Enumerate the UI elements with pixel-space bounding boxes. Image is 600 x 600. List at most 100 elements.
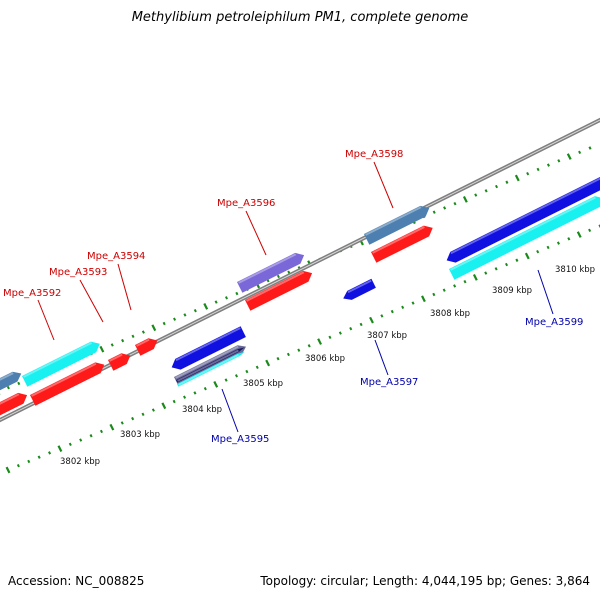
cds-forward-a3593	[108, 353, 131, 371]
cds-forward-a3593-shine	[109, 353, 123, 362]
minor-tick	[131, 416, 135, 421]
feature-violet-a3596-shine	[238, 253, 297, 284]
minor-tick	[276, 274, 280, 279]
minor-tick	[16, 464, 20, 468]
feature-violet-a3596	[237, 252, 305, 293]
cds-forward-a3596	[245, 270, 313, 311]
feature-steel-left-shine	[0, 372, 14, 381]
ruler-tick-label: 3803 kbp	[120, 430, 160, 440]
feature-cyan-a3599	[449, 196, 600, 280]
cds-forward-left	[0, 392, 28, 416]
cds-forward-a3594-shine	[136, 338, 150, 347]
major-tick	[161, 402, 167, 410]
minor-tick	[432, 210, 436, 214]
minor-tick	[110, 343, 114, 347]
minor-tick	[48, 451, 52, 455]
gene-label-mpe_a3592: Mpe_A3592	[3, 288, 61, 299]
minor-tick	[401, 305, 405, 310]
feature-steel-a3598-shine	[365, 206, 422, 236]
minor-tick	[79, 438, 83, 442]
minor-tick	[193, 391, 197, 395]
leader-mpe_a3598	[373, 161, 394, 209]
minor-tick	[286, 352, 290, 357]
major-tick	[265, 359, 271, 367]
minor-tick	[89, 434, 93, 438]
minor-tick	[6, 386, 10, 390]
leader-mpe_a3594	[117, 263, 132, 311]
minor-tick	[193, 308, 197, 313]
minor-tick	[287, 270, 291, 274]
major-tick	[57, 445, 63, 452]
cds-reverse-a3595	[171, 326, 246, 370]
major-tick	[109, 423, 115, 431]
minor-tick	[224, 378, 228, 382]
minor-tick	[235, 291, 239, 296]
minor-tick	[234, 374, 239, 378]
feature-steel-a3598	[364, 205, 430, 245]
accession-text: Accession: NC_008825	[8, 574, 145, 588]
cds-forward-a3594	[135, 338, 158, 356]
feature-stripe-cyan	[177, 351, 245, 387]
feature-cyan-a3592	[22, 341, 100, 387]
leader-mpe_a3596	[245, 210, 267, 256]
gene-label-mpe_a3598: Mpe_A3598	[345, 149, 403, 160]
minor-tick	[526, 171, 530, 176]
minor-tick	[255, 365, 259, 369]
cds-forward-left-shine	[0, 393, 20, 405]
feature-track	[0, 177, 600, 416]
minor-tick	[276, 357, 280, 361]
label-leader-lines	[37, 161, 554, 433]
minor-tick	[37, 455, 41, 459]
minor-tick	[463, 279, 467, 284]
minor-tick	[183, 313, 187, 317]
feature-cyan-a3592-shine	[23, 342, 92, 378]
minor-tick	[494, 267, 498, 271]
leader-mpe_a3599	[537, 269, 554, 315]
minor-tick	[183, 395, 187, 399]
minor-tick	[453, 284, 457, 288]
cds-reverse-a3597	[343, 278, 376, 300]
gene-label-mpe_a3593: Mpe_A3593	[49, 267, 107, 278]
major-tick	[576, 231, 582, 238]
major-tick	[151, 324, 157, 332]
minor-tick	[172, 399, 176, 404]
minor-tick	[495, 184, 499, 189]
minor-tick	[203, 386, 207, 391]
minor-tick	[120, 421, 124, 425]
major-tick	[566, 153, 572, 160]
feature-steel-left	[0, 371, 22, 391]
minor-tick	[380, 314, 384, 318]
minor-tick	[557, 159, 561, 163]
minor-tick	[141, 330, 145, 334]
minor-tick	[68, 442, 72, 447]
genome-summary-text: Topology: circular; Length: 4,044,195 bp…	[260, 574, 590, 588]
leader-mpe_a3597	[374, 339, 389, 376]
ruler-tick-label: 3807 kbp	[367, 331, 407, 341]
major-tick	[5, 466, 11, 474]
minor-tick	[359, 322, 363, 327]
ruler-tick-label: 3802 kbp	[60, 457, 100, 467]
minor-tick	[328, 335, 332, 339]
gene-label-mpe_a3595: Mpe_A3595	[211, 434, 269, 445]
minor-tick	[578, 150, 582, 154]
gene-label-mpe_a3596: Mpe_A3596	[217, 198, 275, 209]
minor-tick	[162, 321, 166, 326]
minor-tick	[474, 193, 478, 197]
ruler-tick-label: 3806 kbp	[305, 354, 345, 364]
ruler-tick-label: 3810 kbp	[555, 265, 595, 275]
minor-tick	[338, 331, 342, 335]
minor-tick	[484, 189, 488, 193]
leader-mpe_a3592	[37, 299, 55, 341]
minor-tick	[432, 292, 436, 297]
minor-tick	[349, 327, 353, 331]
minor-tick	[546, 245, 550, 250]
minor-tick	[411, 301, 415, 305]
feature-cyan-a3599-shine	[450, 196, 596, 271]
feature-striped-a3595-shine	[175, 345, 239, 379]
cds-forward-a3592-shine	[31, 362, 97, 397]
minor-tick	[588, 228, 592, 232]
minor-tick	[390, 309, 394, 314]
minor-tick	[297, 348, 301, 352]
major-tick	[421, 295, 426, 303]
